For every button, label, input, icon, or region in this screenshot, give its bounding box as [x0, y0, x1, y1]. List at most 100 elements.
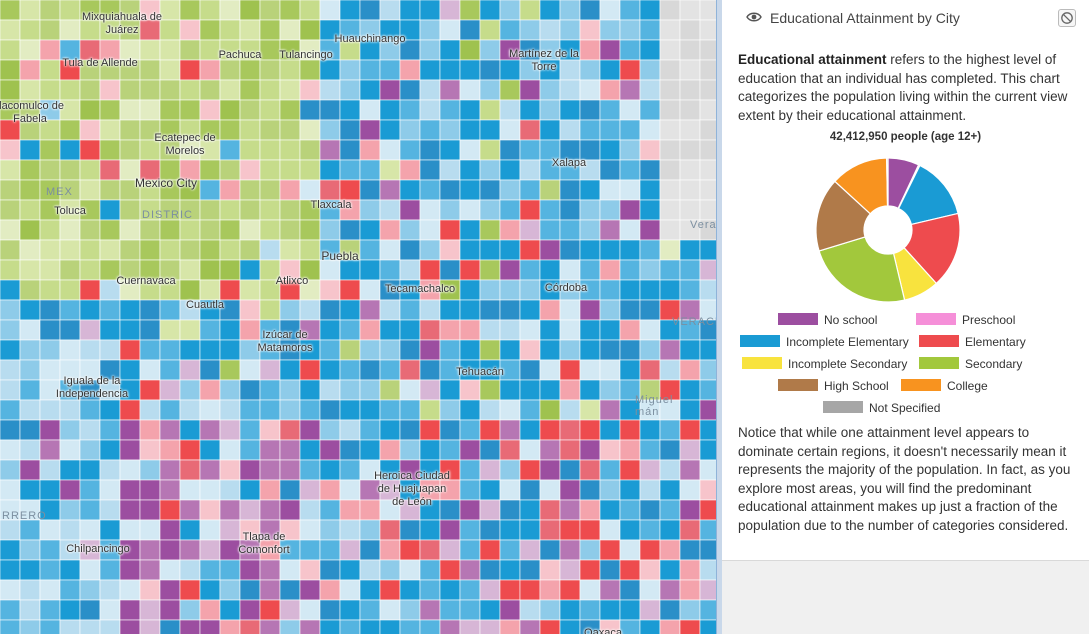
- map-area: [559, 179, 581, 201]
- legend-label: Elementary: [965, 335, 1026, 349]
- map-area: [439, 399, 461, 421]
- map-area: [479, 339, 501, 361]
- map-area: [479, 599, 501, 621]
- filter-off-icon[interactable]: [1058, 9, 1076, 27]
- map-area: [119, 139, 141, 161]
- map-area: [79, 599, 101, 621]
- map-area: [139, 459, 161, 481]
- map-area: [599, 559, 621, 581]
- map-area: [239, 359, 261, 381]
- map-area: [59, 279, 81, 301]
- map-area: [539, 499, 561, 521]
- map-area: [499, 439, 521, 461]
- map-area: [659, 559, 681, 581]
- map-area: [319, 359, 341, 381]
- map-area: [319, 319, 341, 341]
- map-area: [479, 159, 501, 181]
- map-area: [579, 379, 601, 401]
- map-area: [299, 579, 321, 601]
- map-area: [79, 479, 101, 501]
- map-area: [319, 499, 341, 521]
- map-area: [99, 119, 121, 141]
- map-area: [539, 99, 561, 121]
- map-area: [159, 339, 181, 361]
- map-area: [479, 79, 501, 101]
- map-area: [379, 559, 401, 581]
- map-area: [99, 79, 121, 101]
- map-area: [479, 419, 501, 441]
- city-label: Atlixco: [275, 275, 309, 287]
- map-area: [159, 239, 181, 261]
- map-area: [219, 239, 241, 261]
- map-area: [499, 619, 521, 634]
- map-area: [459, 579, 481, 601]
- map-area: [579, 439, 601, 461]
- map-area: [599, 159, 621, 181]
- map-area: [439, 119, 461, 141]
- map-area: [139, 79, 161, 101]
- map-area: [479, 139, 501, 161]
- map-area: [459, 139, 481, 161]
- map-area: [439, 439, 461, 461]
- map-area: [219, 539, 241, 561]
- map-area: [679, 539, 701, 561]
- map-area: [199, 519, 221, 541]
- map-area: [619, 499, 641, 521]
- map-area: [39, 239, 61, 261]
- map-area: [239, 259, 261, 281]
- map-area: [239, 299, 261, 321]
- map-area: [479, 99, 501, 121]
- map-area: [39, 279, 61, 301]
- map-area: [699, 559, 716, 581]
- map-area: [519, 0, 541, 21]
- map-area: [419, 359, 441, 381]
- map-area: [239, 99, 261, 121]
- map-area: [39, 259, 61, 281]
- map-area: [259, 219, 281, 241]
- map-area: [19, 179, 41, 201]
- donut-slice-not-specified[interactable]: [886, 157, 889, 207]
- map-area: [499, 599, 521, 621]
- map-area: [19, 279, 41, 301]
- map-area: [39, 519, 61, 541]
- map-area: [399, 219, 421, 241]
- map-area: [459, 519, 481, 541]
- map-area: [19, 619, 41, 634]
- map-area: [699, 0, 716, 21]
- map-area: [0, 159, 21, 181]
- map-area: [339, 159, 361, 181]
- map-area: [179, 479, 201, 501]
- map-area: [559, 199, 581, 221]
- map-area: [619, 179, 641, 201]
- map-area: [499, 379, 521, 401]
- map-area: [519, 179, 541, 201]
- map-area: [419, 179, 441, 201]
- map-area: [439, 179, 461, 201]
- map-area: [379, 339, 401, 361]
- choropleth-map[interactable]: [0, 0, 716, 634]
- region-label: MEX: [46, 186, 73, 198]
- attainment-donut-chart[interactable]: [722, 150, 1089, 310]
- map-area: [199, 439, 221, 461]
- map-view[interactable]: Mixquiahuala de Juárez Huauchinango Martíne…: [0, 0, 716, 634]
- map-area: [599, 0, 621, 21]
- map-area: [319, 279, 341, 301]
- map-area: [19, 39, 41, 61]
- map-area: [99, 439, 121, 461]
- map-area: [459, 539, 481, 561]
- map-area: [619, 359, 641, 381]
- eye-icon[interactable]: [746, 10, 762, 29]
- panel-splitter[interactable]: [716, 0, 722, 634]
- map-area: [379, 539, 401, 561]
- map-area: [639, 39, 661, 61]
- map-area: [439, 79, 461, 101]
- donut-slice-secondary[interactable]: [818, 236, 906, 303]
- map-area: [339, 519, 361, 541]
- map-area: [459, 599, 481, 621]
- map-area: [699, 119, 716, 141]
- map-area: [419, 19, 441, 41]
- map-area: [219, 79, 241, 101]
- map-area: [239, 59, 261, 81]
- map-area: [479, 499, 501, 521]
- map-area: [499, 339, 521, 361]
